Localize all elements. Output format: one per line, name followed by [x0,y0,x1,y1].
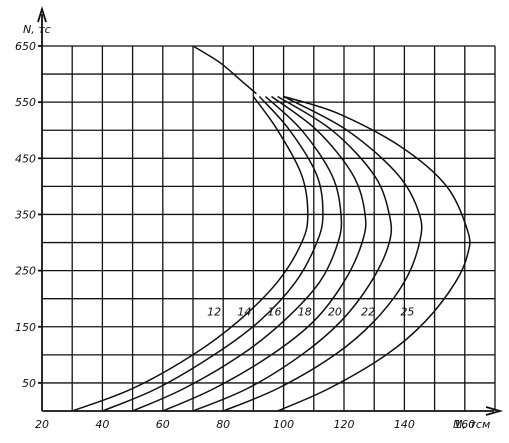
curve-label-16: 16 [268,306,282,319]
curve-labels: 12 14 16 18 20 22 25 [207,306,414,319]
x-tick-label: 40 [95,418,109,431]
curve-label-18: 18 [298,306,312,319]
y-tick-label: 50 [22,377,36,390]
x-tick-label: 140 [394,418,415,431]
x-axis-title: M, тсм [453,418,490,431]
y-axis-title: N, тс [23,23,51,36]
x-axis-arrow [485,406,504,416]
tick-labels: 50 150 250 350 450 550 650 20 40 60 80 100 120 140 160 [15,40,475,431]
y-axis-arrow [37,5,47,23]
y-tick-label: 350 [15,208,36,221]
curve-label-20: 20 [328,306,342,319]
curve-16 [132,95,343,412]
y-tick-label: 550 [15,96,36,109]
x-tick-label: 20 [35,418,49,431]
curve-12 [71,96,309,412]
y-tick-label: 250 [15,265,36,278]
curve-22 [222,95,423,412]
x-tick-label: 120 [334,418,355,431]
curve-25 [277,95,471,412]
curve-label-25: 25 [400,306,414,319]
envelope-line [192,45,257,95]
x-tick-label: 160 [454,418,475,431]
x-tick-label: 80 [216,418,230,431]
curve-label-12: 12 [207,306,221,319]
curves [71,45,471,412]
curve-label-22: 22 [361,306,375,319]
y-tick-label: 150 [15,321,36,334]
y-tick-label: 650 [15,40,36,53]
curve-18 [162,95,367,412]
x-tick-label: 60 [156,418,170,431]
y-tick-label: 450 [15,152,36,165]
curve-label-14: 14 [237,306,251,319]
x-tick-label: 100 [273,418,294,431]
curve-14 [102,95,324,412]
curve-20 [192,95,393,412]
